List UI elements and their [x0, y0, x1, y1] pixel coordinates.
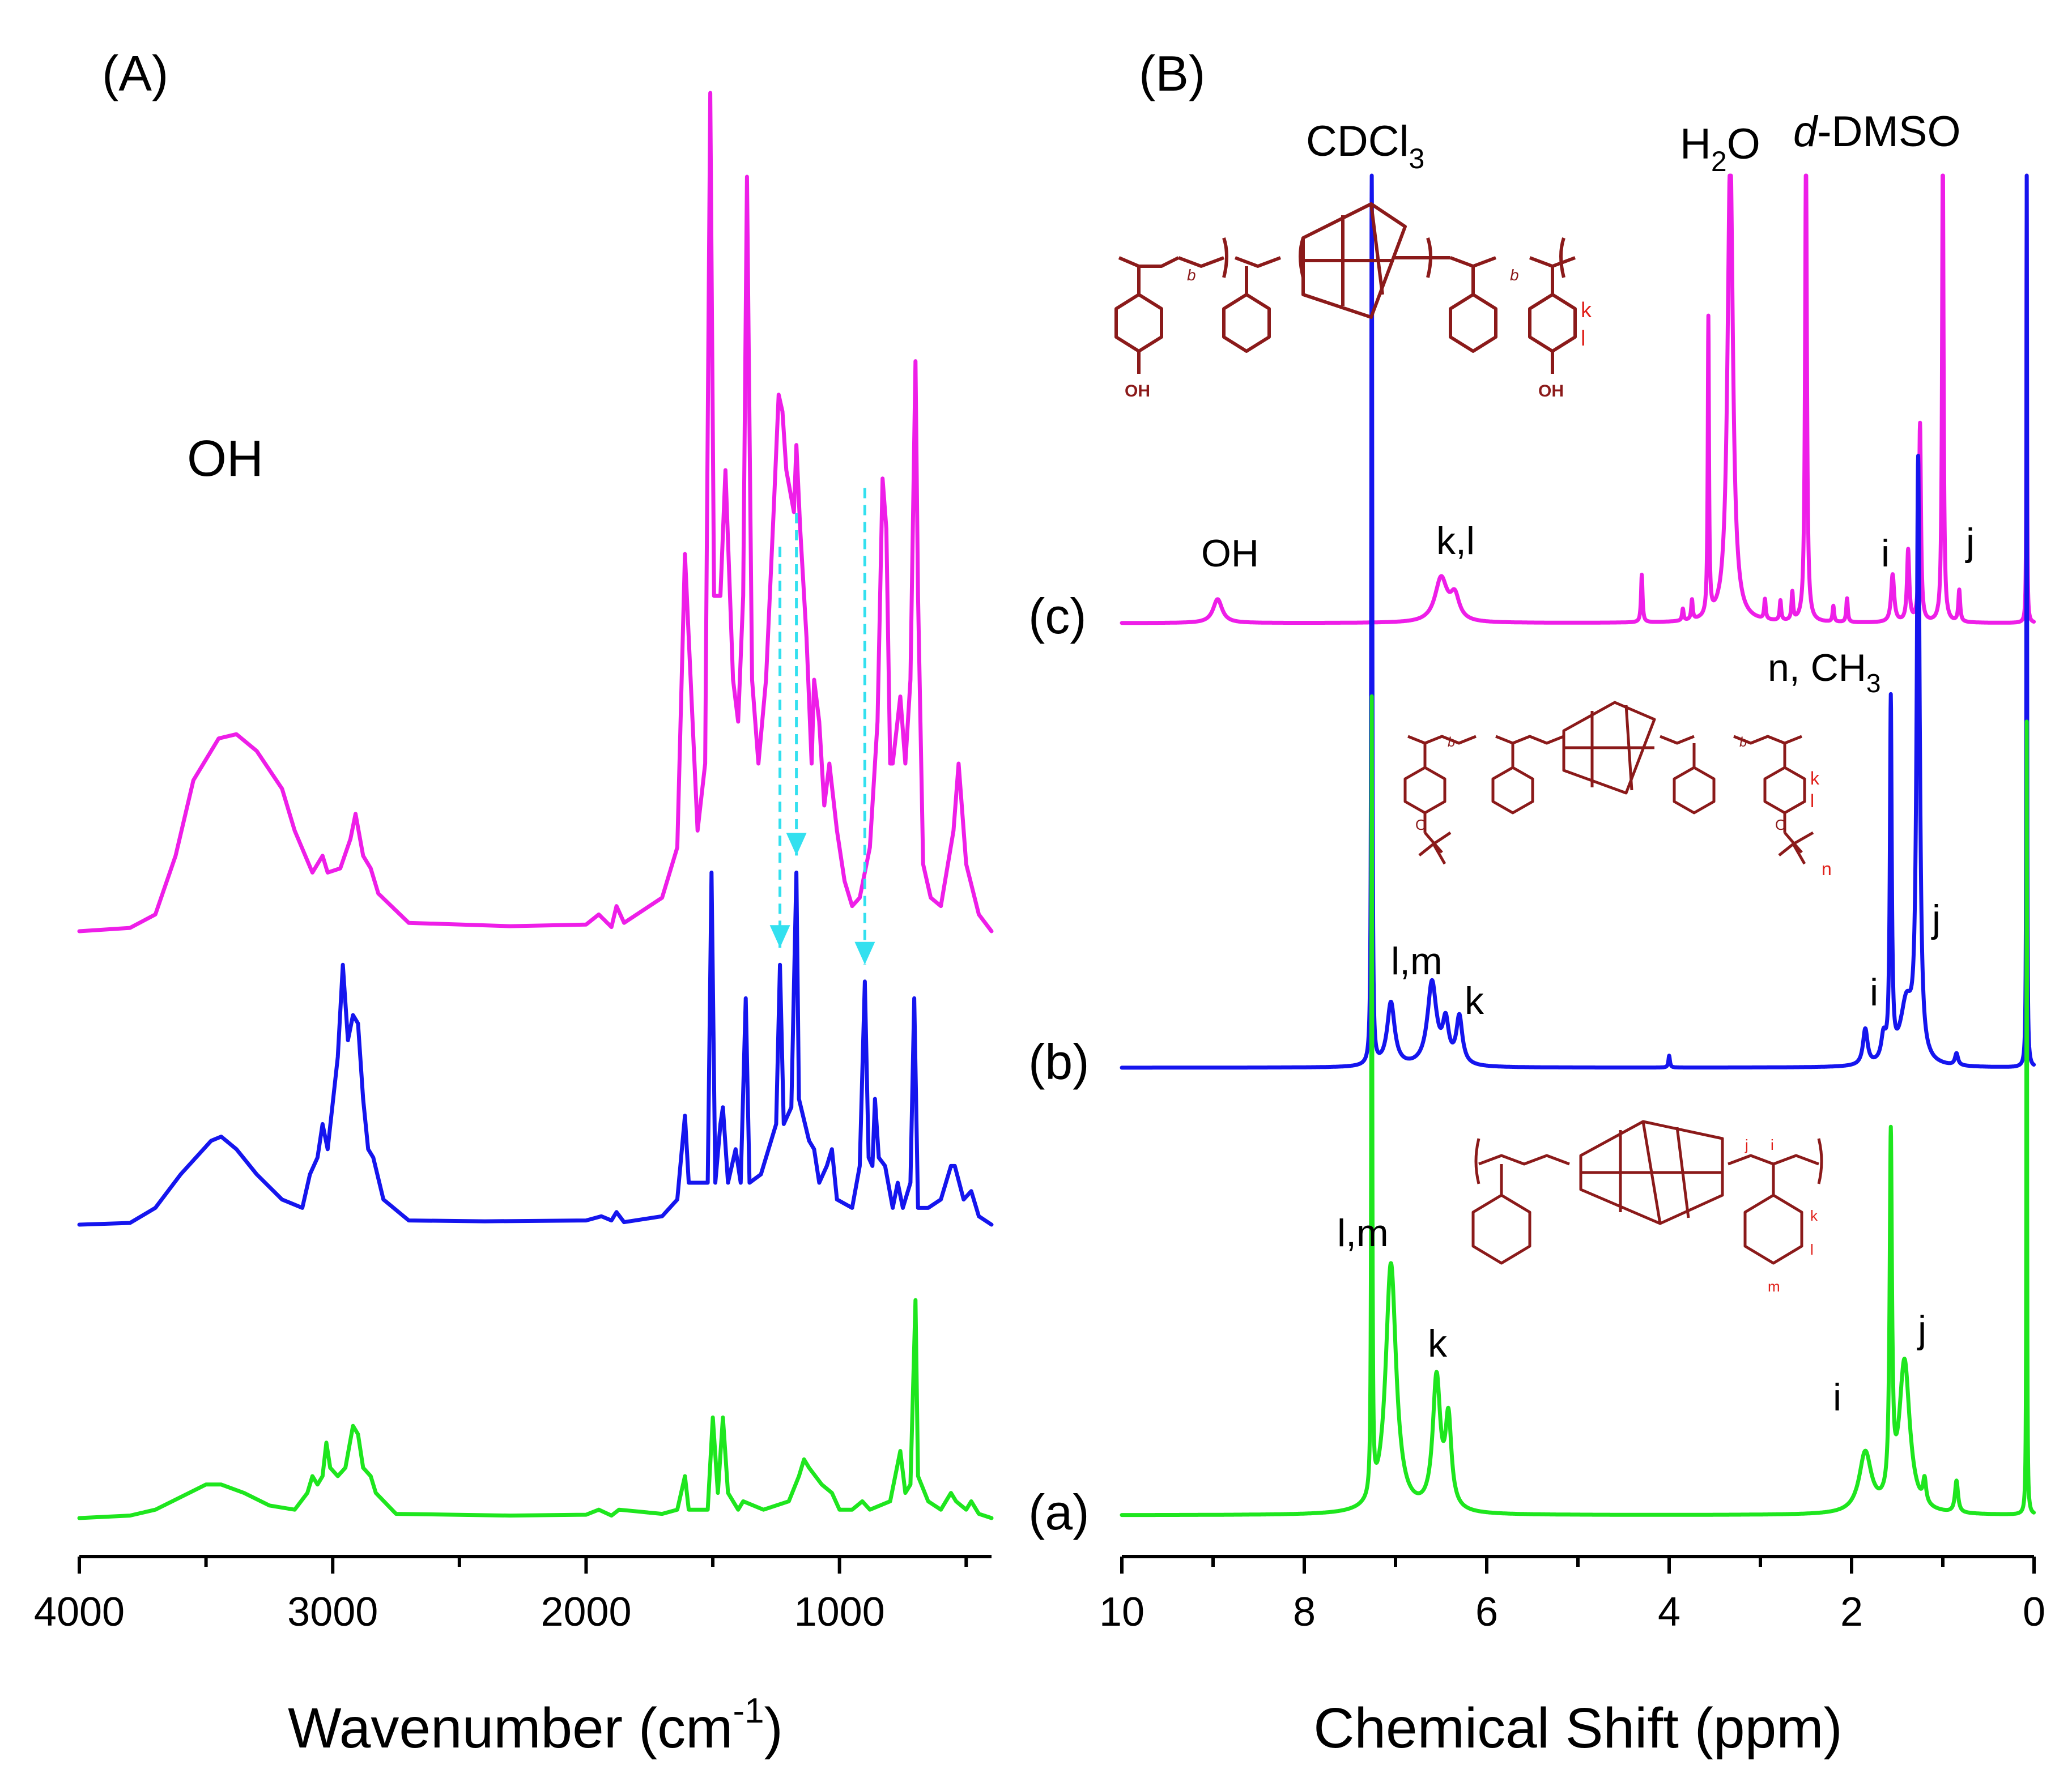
struct-mid-b-right: b — [1739, 735, 1747, 750]
ftir-x-axis-title: Wavenumber (cm-1) — [288, 1691, 783, 1760]
cdcl3-text: CDCl — [1306, 117, 1409, 165]
ftir-trace-b — [77, 870, 994, 1227]
peak-label-a-j: j — [1917, 1308, 1926, 1351]
peak-label-b-lm: l,m — [1391, 940, 1443, 983]
nmr-trace-a — [1120, 694, 2036, 1517]
struct-top-oh-right: OH — [1538, 382, 1564, 400]
structure-top: OH OH b b k l — [1114, 202, 1592, 400]
nmr-tick-label: 10 — [1099, 1589, 1145, 1635]
struct-mid-n: n — [1822, 859, 1832, 879]
peak-label-c-kl: k,l — [1436, 519, 1475, 562]
ftir-trace-a — [77, 1298, 994, 1520]
peak-label-a-k: k — [1428, 1322, 1448, 1365]
peak-label-b-ch3: n, CH3 — [1768, 646, 1880, 698]
struct-mid-k: k — [1810, 768, 1820, 788]
ftir-xlabel-sup: -1 — [733, 1691, 764, 1730]
struct-top-b-left: b — [1187, 266, 1196, 284]
nmr-plot: 10 8 6 4 2 0 Chemical Shift (ppm) CDCl3 H2O d… — [1028, 108, 2045, 1760]
struct-mid-l: l — [1810, 791, 1814, 811]
peak-label-b-ch3-sub: 3 — [1866, 668, 1881, 698]
curve-label-b: (b) — [1028, 1034, 1090, 1090]
ftir-tick-label: 3000 — [287, 1589, 378, 1635]
struct-top-b-right: b — [1510, 266, 1519, 284]
ftir-xlabel-end: ) — [764, 1696, 783, 1760]
dmso-text: -DMSO — [1817, 108, 1960, 156]
shift-arrow-head — [769, 925, 790, 948]
structure-bottom: j i k l m — [1471, 1120, 1823, 1295]
shift-arrow-head — [786, 833, 807, 856]
ftir-tick-label: 2000 — [541, 1589, 631, 1635]
struct-mid-o-right: O — [1775, 816, 1786, 833]
ftir-shift-arrows — [769, 488, 875, 965]
ftir-trace-c — [77, 91, 994, 933]
peak-label-a-i: i — [1833, 1376, 1841, 1419]
cdcl3-sub: 3 — [1409, 143, 1425, 174]
struct-top-oh-left: OH — [1125, 382, 1150, 400]
struct-top-k: k — [1581, 299, 1592, 322]
curve-label-c: (c) — [1028, 588, 1087, 644]
nmr-trace-b — [1120, 173, 2036, 1070]
ftir-traces — [77, 91, 994, 1520]
nmr-tick-label: 2 — [1840, 1589, 1863, 1635]
nmr-trace-c — [1120, 173, 2036, 625]
peak-label-b-ch3-text: n, CH — [1768, 646, 1866, 689]
nmr-tick-label: 6 — [1475, 1589, 1498, 1635]
ftir-plot: OH 4000 3000 2000 1000 Wavenumber (cm-1) — [34, 91, 994, 1760]
panel-label-b: (B) — [1139, 45, 1205, 101]
ftir-x-ticks: 4000 3000 2000 1000 — [34, 1557, 968, 1635]
dmso-italic-d: d — [1793, 108, 1819, 156]
peak-label-b-k: k — [1465, 979, 1484, 1022]
structure-middle: O O b b k l n — [1403, 701, 1832, 879]
struct-bot-i: i — [1771, 1136, 1774, 1153]
dmso-label: d-DMSO — [1793, 108, 1961, 156]
ftir-xlabel-main: Wavenumber (cm — [288, 1696, 733, 1760]
h2o-o: O — [1727, 120, 1760, 168]
nmr-x-ticks: 10 8 6 4 2 0 — [1099, 1557, 2045, 1635]
h2o-label: H2O — [1680, 120, 1760, 177]
nmr-tick-label: 0 — [2023, 1589, 2045, 1635]
peak-label-a-lm: l,m — [1337, 1212, 1389, 1255]
struct-bot-j: j — [1745, 1136, 1748, 1153]
struct-bot-k: k — [1810, 1207, 1818, 1224]
struct-bot-m: m — [1768, 1278, 1780, 1295]
struct-top-l: l — [1581, 327, 1585, 351]
nmr-x-axis-title: Chemical Shift (ppm) — [1313, 1696, 1843, 1760]
panel-label-a: (A) — [102, 45, 168, 101]
struct-bot-l: l — [1810, 1241, 1814, 1258]
oh-annotation: OH — [187, 430, 263, 487]
struct-mid-o-left: O — [1415, 816, 1427, 833]
nmr-traces — [1120, 173, 2036, 1517]
peak-label-c-oh: OH — [1201, 532, 1259, 575]
cdcl3-label: CDCl3 — [1306, 117, 1424, 174]
nmr-tick-label: 8 — [1293, 1589, 1316, 1635]
h2o-h: H — [1680, 120, 1711, 168]
shift-arrow-head — [854, 941, 875, 965]
peak-label-c-j: j — [1965, 521, 1975, 564]
h2o-sub: 2 — [1711, 146, 1727, 177]
peak-label-c-i: i — [1881, 532, 1890, 575]
peak-label-b-i: i — [1870, 971, 1878, 1014]
curve-label-a: (a) — [1028, 1484, 1090, 1540]
nmr-tick-label: 4 — [1658, 1589, 1680, 1635]
struct-mid-b-left: b — [1448, 735, 1455, 750]
ftir-tick-label: 4000 — [34, 1589, 125, 1635]
ftir-tick-label: 1000 — [794, 1589, 885, 1635]
peak-label-b-j: j — [1931, 897, 1941, 940]
